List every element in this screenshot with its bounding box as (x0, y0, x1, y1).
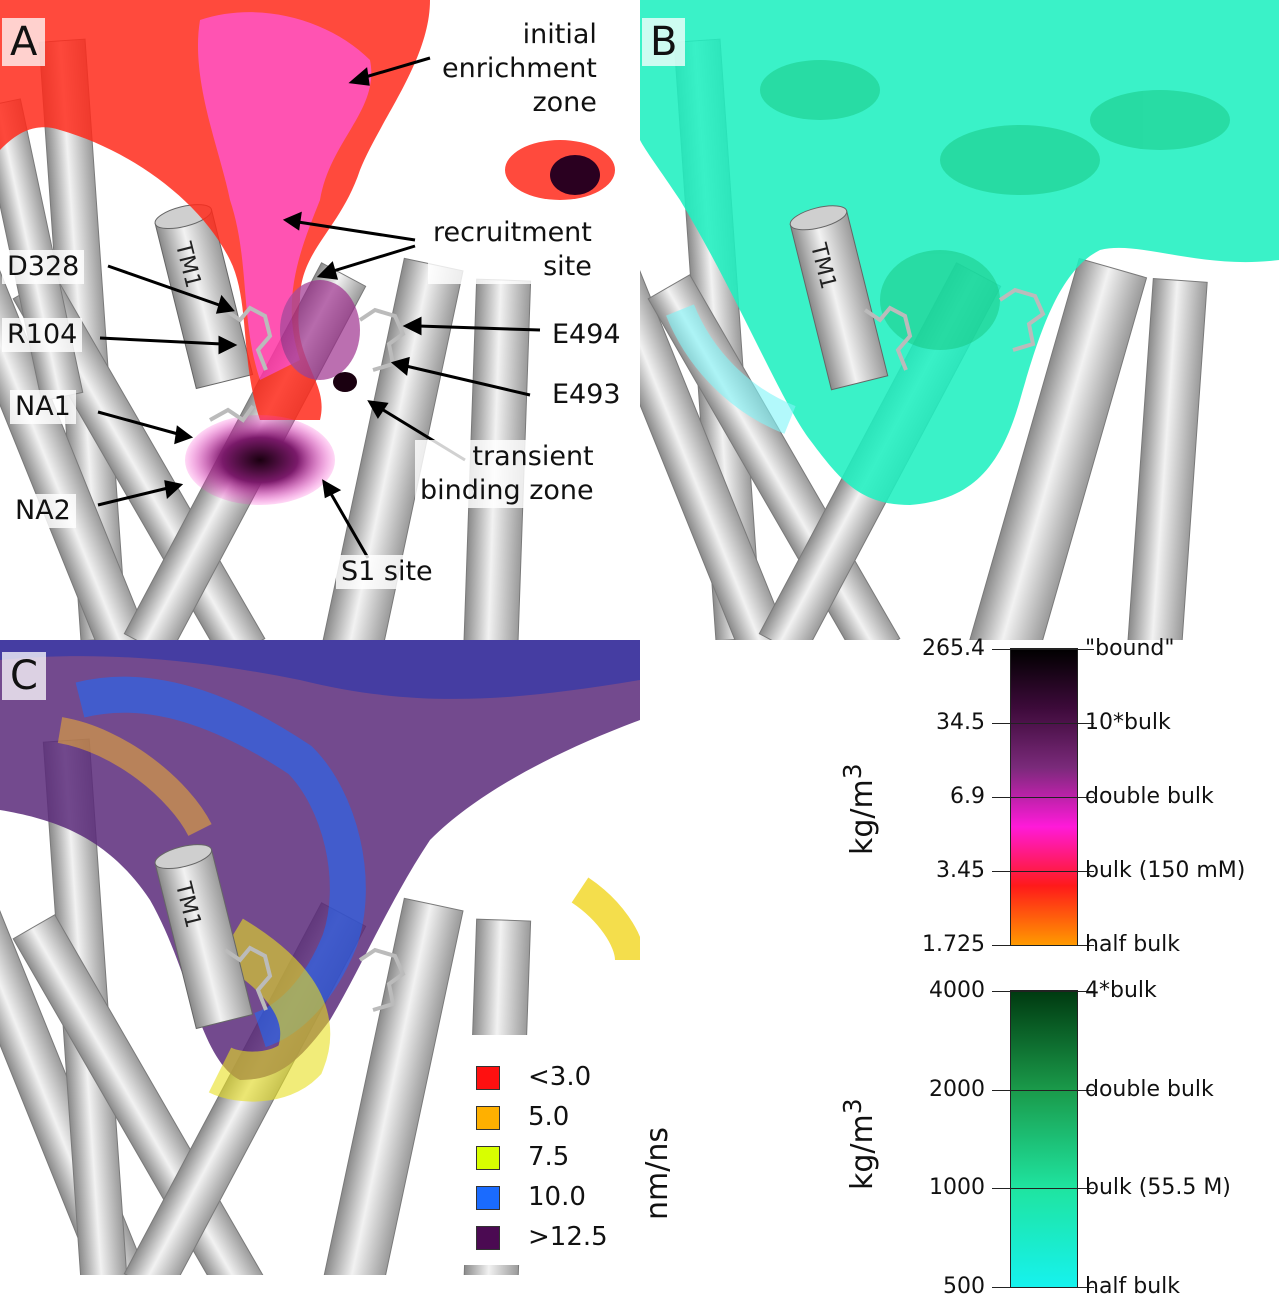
colorbar-water-tick-label: bulk (55.5 M) (1085, 1175, 1231, 1201)
label-r104: R104 (2, 318, 83, 352)
legend-swatch (476, 1106, 500, 1130)
colorbar-water-tick-line (992, 1287, 1094, 1288)
colorbar-sodium-tick-line (992, 871, 1094, 872)
colorbar-sodium-tick-line (992, 723, 1094, 724)
panel-c-structure: TM1 (0, 640, 640, 1275)
legend-label: 10.0 (528, 1182, 586, 1212)
label-s1-site: S1 site (336, 555, 438, 589)
label-na2: NA2 (10, 494, 76, 528)
colorbar-water-unit: kg/m3 (838, 1098, 880, 1190)
colorbar-water-tick-value: 500 (943, 1274, 985, 1299)
colorbar-water-tick-value: 1000 (929, 1175, 985, 1201)
colorbar-sodium-tick-value: 265.4 (922, 636, 985, 661)
panel-letter-c: C (2, 652, 46, 700)
colorbar-sodium-tick-value: 1.725 (922, 932, 985, 957)
colorbar-water-tick-value: 2000 (929, 1076, 985, 1102)
label-transient-binding-zone: transient binding zone (415, 440, 599, 508)
colorbar-sodium-tick-label: bulk (150 mM) (1085, 858, 1246, 883)
colorbar-water-tick-line (992, 1188, 1094, 1190)
legend-swatch (476, 1066, 500, 1090)
panel-a: TM1 (0, 0, 640, 640)
colorbar-water-tick-line (992, 1089, 1094, 1091)
legend-swatch (476, 1226, 500, 1250)
panel-b-structure: TM1 (640, 0, 1279, 640)
colorbar-water-tick-label: double bulk (1085, 1076, 1214, 1102)
legend-swatch (476, 1186, 500, 1210)
colorbar-water-tick-label: 4*bulk (1085, 978, 1157, 1003)
label-d328: D328 (2, 250, 85, 284)
legend-label: 5.0 (528, 1102, 570, 1132)
colorbar-sodium-tick-label: double bulk (1085, 784, 1214, 809)
legend-label: <3.0 (528, 1062, 592, 1092)
legend-swatch (476, 1146, 500, 1170)
label-e494: E494 (547, 318, 626, 352)
colorbar-water-tick-line (992, 991, 1094, 992)
colorbar-sodium-tick-line (992, 649, 1094, 650)
velocity-legend (438, 1035, 648, 1265)
panel-letter-b: B (642, 18, 686, 66)
colorbar-sodium-tick-line (992, 945, 1094, 946)
legend-label: >12.5 (528, 1222, 608, 1252)
label-e493: E493 (547, 378, 626, 412)
colorbar-water (1010, 990, 1078, 1288)
colorbar-water-tick-label: half bulk (1085, 1274, 1181, 1299)
legend-label: 7.5 (528, 1142, 570, 1172)
colorbar-sodium-tick-value: 6.9 (950, 784, 985, 809)
panel-c: TM1 C (0, 640, 640, 1275)
colorbar-sodium-unit: kg/m3 (838, 763, 880, 855)
colorbar-sodium-tick-label: "bound" (1085, 636, 1175, 661)
colorbar-sodium-tick-value: 3.45 (936, 858, 985, 883)
colorbar-sodium-tick-line (992, 797, 1094, 798)
label-initial-enrichment-zone: initial enrichment zone (437, 18, 602, 120)
panel-letter-a: A (2, 18, 46, 66)
velocity-unit: nm/ns (640, 1127, 675, 1220)
colorbar-water-tick-value: 4000 (929, 978, 985, 1003)
colorbar-sodium-tick-value: 34.5 (936, 710, 985, 735)
colorbar-sodium-tick-label: half bulk (1085, 932, 1181, 957)
label-recruitment-site: recruitment site (428, 216, 597, 284)
colorbar-sodium-tick-label: 10*bulk (1085, 710, 1171, 735)
label-na1: NA1 (10, 390, 76, 424)
panel-b: TM1 B (640, 0, 1279, 640)
